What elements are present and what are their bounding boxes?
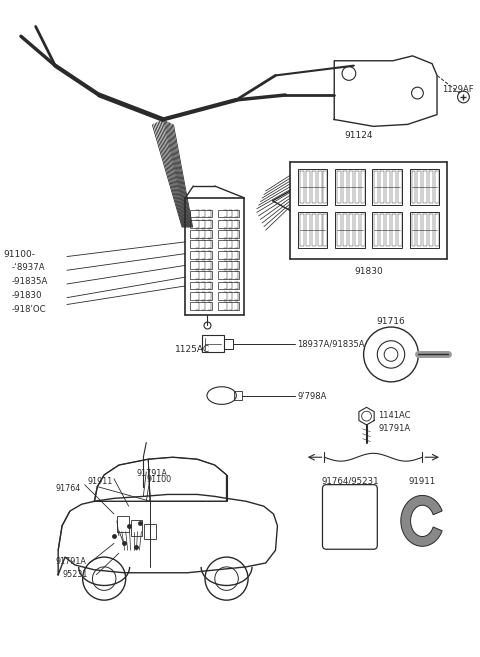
Bar <box>409 212 439 248</box>
Polygon shape <box>401 495 442 546</box>
Text: 18937A/91835A: 18937A/91835A <box>297 340 364 349</box>
Bar <box>202 335 224 353</box>
Text: 91791A: 91791A <box>136 469 168 478</box>
Text: 91791A: 91791A <box>378 424 410 433</box>
Text: 1129AF: 1129AF <box>442 85 474 94</box>
Bar <box>131 520 143 535</box>
Text: -91835A: -91835A <box>11 277 48 286</box>
Bar <box>335 212 365 248</box>
Bar <box>191 240 212 248</box>
Bar <box>191 210 212 217</box>
Bar <box>191 302 212 310</box>
Bar <box>234 391 242 401</box>
Bar <box>218 240 239 248</box>
Bar <box>191 281 212 289</box>
Bar <box>298 212 327 248</box>
Text: 91830: 91830 <box>354 267 383 277</box>
Text: 91911: 91911 <box>408 477 436 486</box>
Text: 91911: 91911 <box>87 477 113 486</box>
Bar <box>409 170 439 205</box>
Bar <box>335 170 365 205</box>
Text: 1125AC: 1125AC <box>175 345 210 353</box>
Text: 95231: 95231 <box>62 570 87 579</box>
Text: 91100: 91100 <box>146 475 171 484</box>
Bar <box>191 271 212 279</box>
Bar <box>218 220 239 228</box>
Bar <box>191 251 212 258</box>
Text: 9ʹ798A: 9ʹ798A <box>297 392 326 401</box>
Bar <box>372 170 402 205</box>
Text: 91124: 91124 <box>345 131 373 140</box>
Bar <box>218 210 239 217</box>
Bar <box>218 261 239 269</box>
Text: -91830: -91830 <box>11 291 42 300</box>
Bar <box>372 212 402 248</box>
Text: -‘8937A: -‘8937A <box>11 263 45 273</box>
Bar <box>218 302 239 310</box>
Bar <box>218 230 239 238</box>
Bar <box>298 170 327 205</box>
Text: 91716: 91716 <box>377 317 406 327</box>
Text: 91100-: 91100- <box>3 250 36 259</box>
Text: 91764: 91764 <box>55 484 81 493</box>
Bar <box>117 516 129 532</box>
Bar <box>218 271 239 279</box>
Bar <box>144 524 156 539</box>
Bar <box>191 261 212 269</box>
Bar <box>224 339 233 349</box>
Text: 1141AC: 1141AC <box>378 411 411 420</box>
Bar <box>218 281 239 289</box>
Bar <box>218 251 239 258</box>
Bar <box>191 220 212 228</box>
Bar <box>191 230 212 238</box>
Text: -918ʹOC: -918ʹOC <box>11 304 46 313</box>
Text: 91764/95231: 91764/95231 <box>321 477 379 486</box>
Text: 91791A: 91791A <box>55 557 86 566</box>
Bar <box>191 292 212 300</box>
Bar <box>218 292 239 300</box>
